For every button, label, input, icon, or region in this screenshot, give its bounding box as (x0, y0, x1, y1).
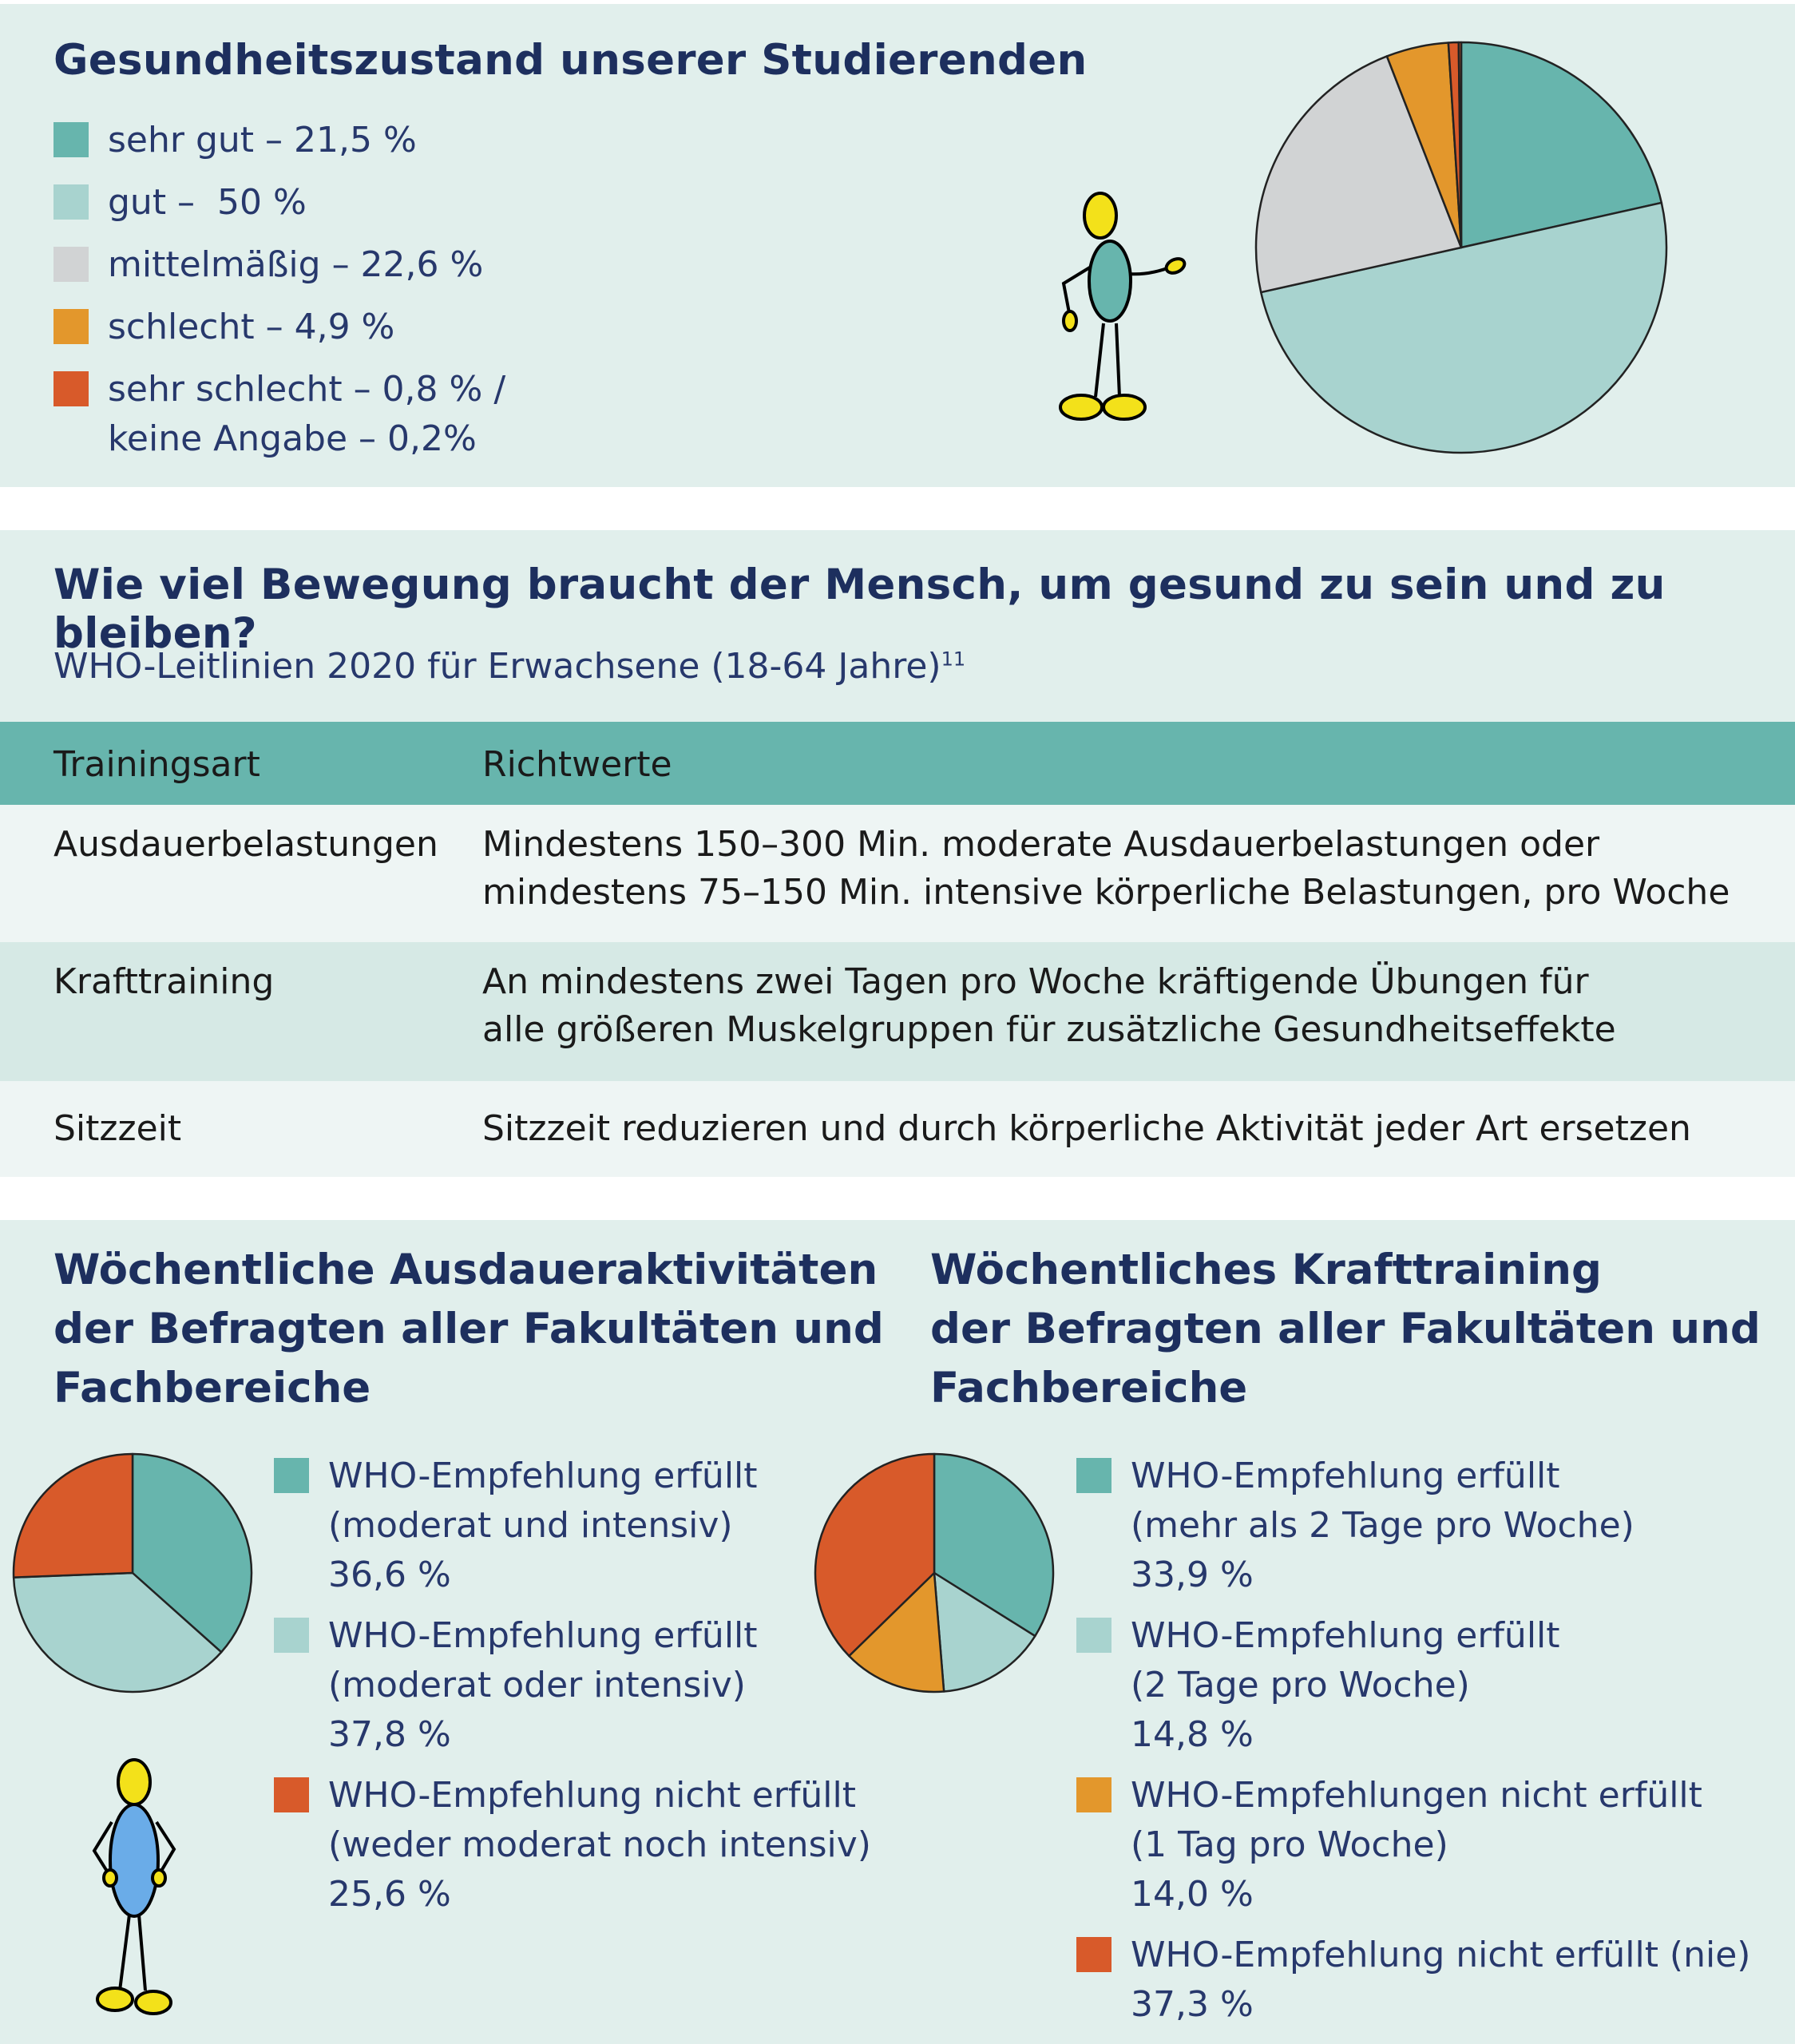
legend-label: WHO-Empfehlung erfüllt (328, 1615, 758, 1656)
legend-label: WHO-Empfehlung erfüllt (328, 1456, 758, 1496)
strength-legend-item: WHO-Empfehlungen nicht erfüllt (1 Tag pr… (1076, 1771, 1702, 1919)
table-header-row: Trainingsart Richtwerte (0, 722, 1795, 805)
legend-value: 33,9 % (1131, 1555, 1254, 1595)
table-header-trainingsart: Trainingsart (53, 744, 260, 785)
table-header-richtwerte: Richtwerte (482, 744, 672, 785)
legend-label: (1 Tag pro Woche) (1131, 1824, 1448, 1865)
table-cell-value-line2: alle größeren Muskelgruppen für zusätzli… (482, 1009, 1616, 1050)
health-pie-chart (1254, 41, 1668, 454)
stick-figure-pointing-illustration (1059, 192, 1187, 421)
table-cell-value-line1: Sitzzeit reduzieren und durch körperlich… (482, 1108, 1691, 1149)
who-title: Wie viel Bewegung braucht der Mensch, um… (53, 561, 1666, 658)
who-guidelines-panel: Wie viel Bewegung braucht der Mensch, um… (0, 530, 1795, 1177)
who-subtitle: WHO-Leitlinien 2020 für Erwachsene (18-6… (53, 646, 965, 687)
endurance-pie-slice-2 (12, 1452, 134, 1579)
health-pie-slice-1 (1259, 201, 1668, 454)
strength-title-line: Fachbereiche (930, 1364, 1248, 1412)
who-subtitle-text: WHO-Leitlinien 2020 für Erwachsene (18-6… (53, 646, 941, 687)
strength-pie-slice-1 (933, 1571, 1036, 1693)
legend-label-group: sehr schlecht – 0,8 % / keine Angabe – 0… (89, 365, 505, 464)
strength-legend-item: WHO-Empfehlung erfüllt (mehr als 2 Tage … (1076, 1452, 1635, 1600)
legend-value: 36,6 % (328, 1555, 451, 1595)
legend-label: (mehr als 2 Tage pro Woche) (1131, 1505, 1635, 1546)
legend-label: WHO-Empfehlung erfüllt (1131, 1615, 1560, 1656)
endurance-title-line: Fachbereiche (53, 1364, 371, 1412)
endurance-title-line: der Befragten aller Fakultäten und (53, 1305, 884, 1353)
endurance-title-line: Wöchentliche Ausdaueraktivitäten (53, 1246, 878, 1294)
endurance-pie-chart (12, 1452, 253, 1693)
legend-label-line2: keine Angabe – 0,2% (108, 418, 477, 459)
legend-swatch (53, 122, 89, 157)
table-cell-value-line1: Mindestens 150–300 Min. moderate Ausdaue… (482, 824, 1600, 865)
legend-item-schlecht: schlecht – 4,9 % (53, 303, 394, 352)
legend-label: sehr schlecht – 0,8 % / (108, 369, 506, 410)
health-title: Gesundheitszustand unserer Studierenden (53, 36, 1088, 85)
legend-label: WHO-Empfehlung erfüllt (1131, 1456, 1560, 1496)
legend-value: 14,0 % (1131, 1874, 1254, 1915)
legend-swatch (274, 1777, 309, 1812)
legend-swatch (53, 184, 89, 220)
strength-title-line: der Befragten aller Fakultäten und (930, 1305, 1761, 1353)
legend-label: gut – 50 % (108, 182, 307, 223)
legend-item-sehr-gut: sehr gut – 21,5 % (53, 116, 417, 165)
stick-figure-hands-on-hips-illustration (92, 1758, 176, 2015)
legend-label: schlecht – 4,9 % (108, 307, 395, 347)
legend-label: (moderat oder intensiv) (328, 1665, 746, 1705)
training-panel: Wöchentliche Ausdaueraktivitäten der Bef… (0, 1220, 1795, 2044)
strength-title: Wöchentliches Krafttraining der Befragte… (930, 1241, 1761, 1418)
legend-swatch (53, 371, 89, 406)
legend-value: 37,3 % (1131, 1984, 1254, 2025)
footnote-marker: 11 (941, 648, 966, 671)
table-row: Krafttraining An mindestens zwei Tagen p… (0, 942, 1795, 1081)
health-status-panel: Gesundheitszustand unserer Studierenden … (0, 4, 1795, 487)
strength-title-line: Wöchentliches Krafttraining (930, 1246, 1602, 1294)
legend-value: 37,8 % (328, 1714, 451, 1755)
strength-pie-slice-2 (848, 1571, 945, 1693)
endurance-legend-item: WHO-Empfehlung erfüllt (moderat und inte… (274, 1452, 758, 1600)
health-pie-slice-2 (1254, 55, 1463, 294)
legend-label: WHO-Empfehlungen nicht erfüllt (1131, 1775, 1702, 1816)
legend-item-sehr-schlecht: sehr schlecht – 0,8 % / keine Angabe – 0… (53, 365, 505, 464)
legend-swatch (53, 309, 89, 344)
legend-label: WHO-Empfehlung nicht erfüllt (328, 1775, 856, 1816)
legend-label: WHO-Empfehlung nicht erfüllt (nie) (1131, 1935, 1751, 1975)
legend-value: 25,6 % (328, 1874, 451, 1915)
legend-swatch (1076, 1618, 1111, 1653)
legend-label: (moderat und intensiv) (328, 1505, 733, 1546)
legend-swatch (274, 1618, 309, 1653)
legend-swatch (1076, 1777, 1111, 1812)
legend-swatch (1076, 1937, 1111, 1972)
endurance-legend-item: WHO-Empfehlung nicht erfüllt (weder mode… (274, 1771, 871, 1919)
table-cell-type: Sitzzeit (53, 1108, 182, 1149)
legend-label: (2 Tage pro Woche) (1131, 1665, 1470, 1705)
legend-item-gut: gut – 50 % (53, 178, 307, 228)
legend-swatch (53, 247, 89, 282)
legend-value: 14,8 % (1131, 1714, 1254, 1755)
strength-pie-chart (814, 1452, 1055, 1693)
legend-item-mittelmaessig: mittelmäßig – 22,6 % (53, 240, 483, 290)
table-row: Ausdauerbelastungen Mindestens 150–300 M… (0, 805, 1795, 942)
strength-legend-item: WHO-Empfehlung nicht erfüllt (nie) 37,3 … (1076, 1931, 1750, 2030)
legend-swatch (1076, 1458, 1111, 1493)
endurance-legend-item: WHO-Empfehlung erfüllt (moderat oder int… (274, 1611, 758, 1760)
legend-label: (weder moderat noch intensiv) (328, 1824, 871, 1865)
endurance-title: Wöchentliche Ausdaueraktivitäten der Bef… (53, 1241, 884, 1418)
table-cell-value-line1: An mindestens zwei Tagen pro Woche kräft… (482, 961, 1589, 1002)
strength-legend-item: WHO-Empfehlung erfüllt (2 Tage pro Woche… (1076, 1611, 1560, 1760)
legend-swatch (274, 1458, 309, 1493)
endurance-pie-slice-0 (131, 1452, 253, 1654)
table-cell-type: Ausdauerbelastungen (53, 824, 438, 865)
legend-label: mittelmäßig – 22,6 % (108, 244, 484, 285)
strength-pie-slice-3 (814, 1452, 936, 1658)
legend-label: sehr gut – 21,5 % (108, 120, 417, 160)
health-pie-slice-0 (1460, 41, 1663, 249)
table-cell-value-line2: mindestens 75–150 Min. intensive körperl… (482, 872, 1730, 913)
table-cell-type: Krafttraining (53, 961, 275, 1002)
table-row: Sitzzeit Sitzzeit reduzieren und durch k… (0, 1081, 1795, 1177)
endurance-pie-slice-1 (12, 1571, 223, 1693)
health-pie-slice-5 (1457, 41, 1463, 249)
